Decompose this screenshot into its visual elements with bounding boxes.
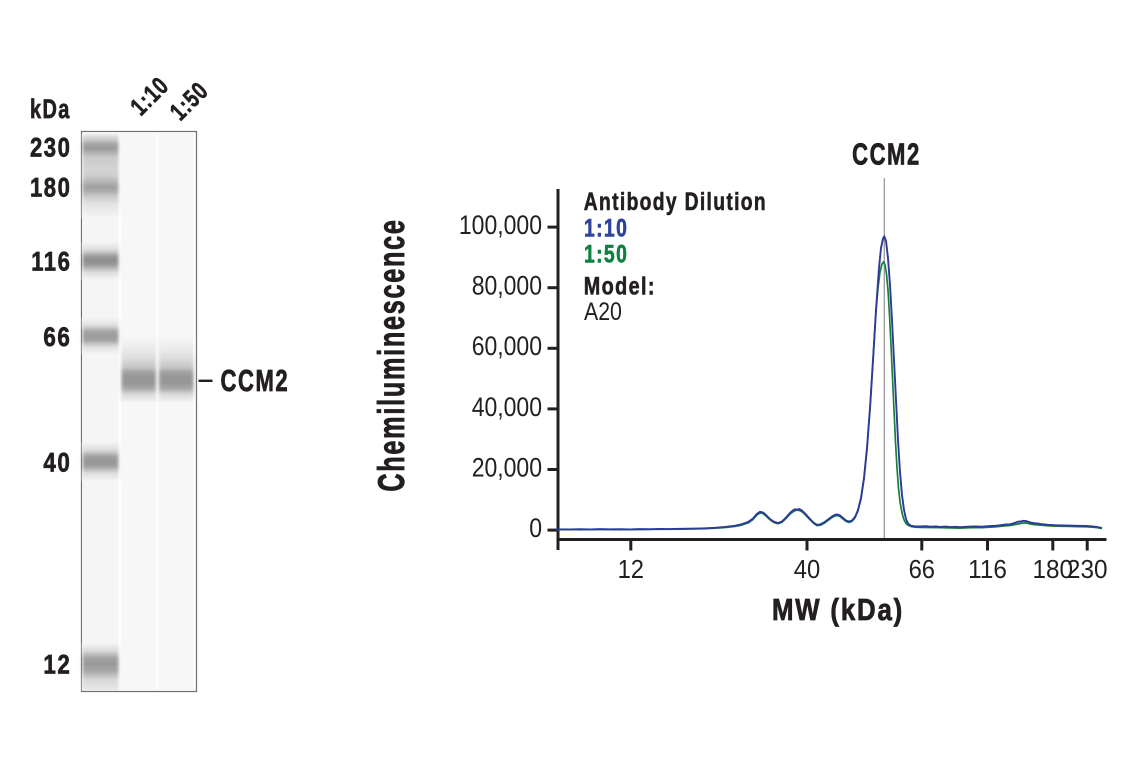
svg-text:1:50: 1:50	[584, 240, 628, 268]
svg-text:Antibody Dilution: Antibody Dilution	[584, 187, 767, 215]
svg-text:66: 66	[43, 323, 71, 352]
svg-text:100,000: 100,000	[459, 212, 542, 241]
svg-text:Chemiluminescence: Chemiluminescence	[370, 218, 412, 491]
svg-text:40,000: 40,000	[472, 393, 542, 422]
svg-text:66: 66	[909, 555, 935, 584]
svg-text:MW (kDa): MW (kDa)	[772, 593, 904, 628]
svg-text:20,000: 20,000	[472, 454, 542, 483]
svg-text:A20: A20	[584, 297, 622, 325]
svg-text:0: 0	[529, 515, 542, 544]
svg-text:116: 116	[968, 555, 1007, 584]
svg-text:80,000: 80,000	[472, 272, 542, 301]
svg-text:40: 40	[43, 449, 71, 478]
svg-text:230: 230	[30, 134, 71, 164]
svg-text:180: 180	[30, 174, 71, 204]
svg-text:60,000: 60,000	[472, 333, 542, 362]
svg-text:230: 230	[1067, 555, 1108, 584]
svg-text:180: 180	[1033, 555, 1074, 584]
svg-text:CCM2: CCM2	[221, 363, 290, 398]
svg-text:116: 116	[31, 247, 71, 277]
svg-text:12: 12	[43, 651, 71, 680]
svg-text:12: 12	[618, 555, 644, 584]
svg-text:1:10: 1:10	[584, 214, 628, 242]
svg-text:40: 40	[794, 555, 820, 584]
svg-text:kDa: kDa	[30, 95, 71, 125]
svg-text:Model:: Model:	[584, 272, 656, 300]
svg-text:CCM2: CCM2	[852, 137, 921, 172]
